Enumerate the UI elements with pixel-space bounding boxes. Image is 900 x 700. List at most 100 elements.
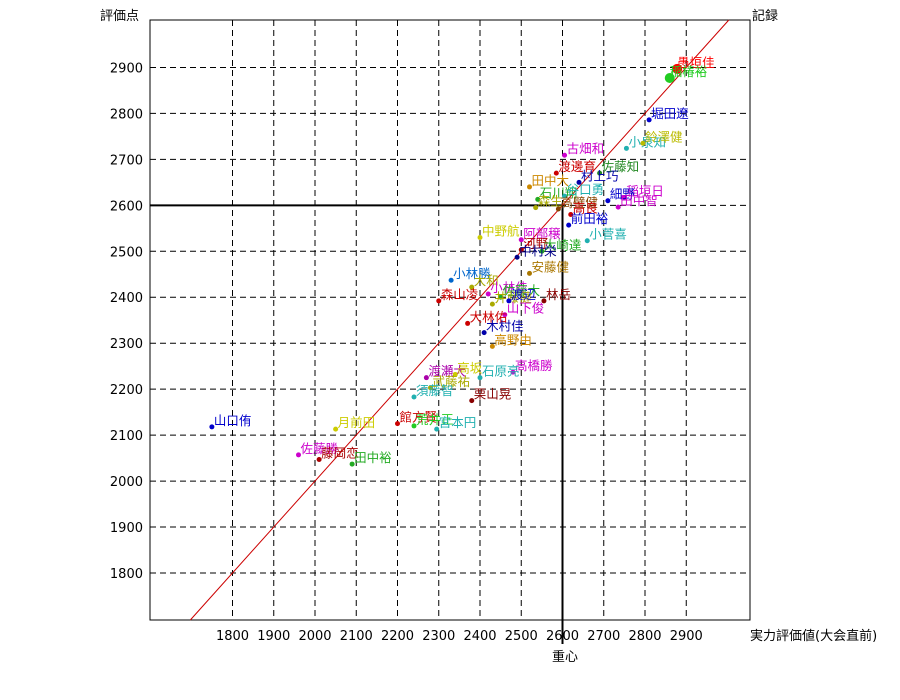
data-point xyxy=(489,301,495,307)
point-label: 藤岡恋 xyxy=(321,445,359,460)
data-point xyxy=(469,398,475,404)
x-tick-label: 2900 xyxy=(670,629,703,644)
point-label: 中村栄 xyxy=(519,243,557,258)
data-point xyxy=(615,204,621,210)
data-point xyxy=(477,234,483,240)
data-point xyxy=(597,170,603,176)
point-label: 高坂 xyxy=(457,360,483,375)
point-label: 田中智 xyxy=(620,193,658,208)
point-label: 月前田 xyxy=(338,415,376,430)
data-point xyxy=(555,206,561,212)
data-point xyxy=(411,423,417,429)
point-label: 渡辺 xyxy=(511,287,537,302)
point-label: 河野 xyxy=(523,236,549,251)
data-point xyxy=(514,254,520,260)
y-tick-label: 2500 xyxy=(110,245,143,260)
point-label: 井藤健 xyxy=(494,290,532,305)
point-label: 栗山晃 xyxy=(474,387,512,402)
x-tick-label: 2000 xyxy=(298,629,331,644)
point-label: 細野 xyxy=(610,187,636,202)
point-label: 山下俊 xyxy=(507,301,545,316)
y-tick-label: 2900 xyxy=(110,61,143,76)
y-axis-right-label: 記録 xyxy=(752,8,778,24)
data-point xyxy=(502,312,508,318)
data-point xyxy=(489,343,495,349)
data-point xyxy=(469,284,475,290)
data-point xyxy=(623,145,629,151)
point-label: 石原亮 xyxy=(482,364,520,379)
point-label: 高橋勝 xyxy=(515,358,553,373)
x-tick-label: 2400 xyxy=(463,629,496,644)
point-label: 安藤健 xyxy=(532,259,570,274)
point-label: 山口侑 xyxy=(214,413,252,428)
point-label: 高壁健 xyxy=(560,195,598,210)
y-tick-label: 1800 xyxy=(110,567,143,582)
data-point xyxy=(448,277,454,283)
point-label: 小泉知 xyxy=(628,134,666,149)
data-point xyxy=(296,452,301,458)
reference-line-layer xyxy=(189,19,730,621)
point-label: 木村佳 xyxy=(486,319,524,334)
center-lines xyxy=(150,204,564,644)
data-point xyxy=(485,291,491,297)
data-point xyxy=(411,394,417,400)
point-label: 小菅喜 xyxy=(589,227,627,242)
data-point xyxy=(518,247,524,253)
center-label: 重心 xyxy=(552,649,578,665)
x-tick-label: 2300 xyxy=(422,629,455,644)
point-label: 小林勝 xyxy=(453,266,491,281)
data-point xyxy=(646,117,652,123)
x-tick-label: 2600 xyxy=(546,629,579,644)
data-point xyxy=(621,195,627,201)
x-tick-label: 2500 xyxy=(505,629,538,644)
x-tick-label: 1900 xyxy=(257,629,290,644)
data-point xyxy=(316,456,322,462)
y-tick-label: 2300 xyxy=(110,337,143,352)
point-label: 谷口勇 xyxy=(567,182,605,197)
data-point xyxy=(535,196,541,202)
data-point xyxy=(539,248,545,254)
point-label: 小林佳 xyxy=(490,280,528,295)
y-tick-labels: 1800 1900 2000 2100 2200 2300 2400 2500 2600 2700… xyxy=(110,61,143,582)
data-point xyxy=(605,198,611,204)
point-label: 鈴澤健 xyxy=(645,129,683,144)
data-point xyxy=(477,375,483,381)
point-label: 前田裕 xyxy=(571,211,609,226)
point-label: 田中大 xyxy=(532,173,570,188)
data-point xyxy=(562,193,568,199)
point-label: 中野航 xyxy=(482,223,520,238)
point-label: 愚垣佳 xyxy=(677,55,715,70)
point-label: 森生 xyxy=(538,194,563,209)
data-point xyxy=(349,461,355,467)
point-label: 阿部穣 xyxy=(523,226,561,241)
point-label: 稲垣日 xyxy=(626,184,664,199)
data-point xyxy=(527,184,532,190)
y-tick-label: 2400 xyxy=(110,291,143,306)
data-point xyxy=(510,369,516,375)
data-point xyxy=(428,385,433,391)
point-label: 稲椿裕 xyxy=(670,64,708,79)
y-tick-label: 2700 xyxy=(110,153,143,168)
point-label: 武藤祐 xyxy=(433,374,471,389)
point-label: 古畑和 xyxy=(567,141,605,156)
point-label: 館方賢 xyxy=(400,410,438,425)
point-label: 堀田遼 xyxy=(651,106,689,121)
data-point xyxy=(465,320,471,326)
x-tick-label: 2200 xyxy=(381,629,414,644)
x-tick-label: 1800 xyxy=(216,629,249,644)
data-point xyxy=(541,298,547,304)
point-label: 大崎達 xyxy=(544,237,582,252)
y-axis-label: 評価点 xyxy=(100,9,139,24)
data-point xyxy=(527,270,532,276)
x-tick-label: 2800 xyxy=(628,629,661,644)
data-point xyxy=(452,371,458,377)
data-point xyxy=(533,205,539,211)
data-point xyxy=(434,426,440,432)
point-label: 佐藤知 xyxy=(602,159,640,174)
x-tick-label: 2100 xyxy=(340,629,373,644)
data-point xyxy=(518,237,524,243)
point-label: 高野由 xyxy=(494,332,532,347)
point-label: 林岳 xyxy=(546,287,571,302)
